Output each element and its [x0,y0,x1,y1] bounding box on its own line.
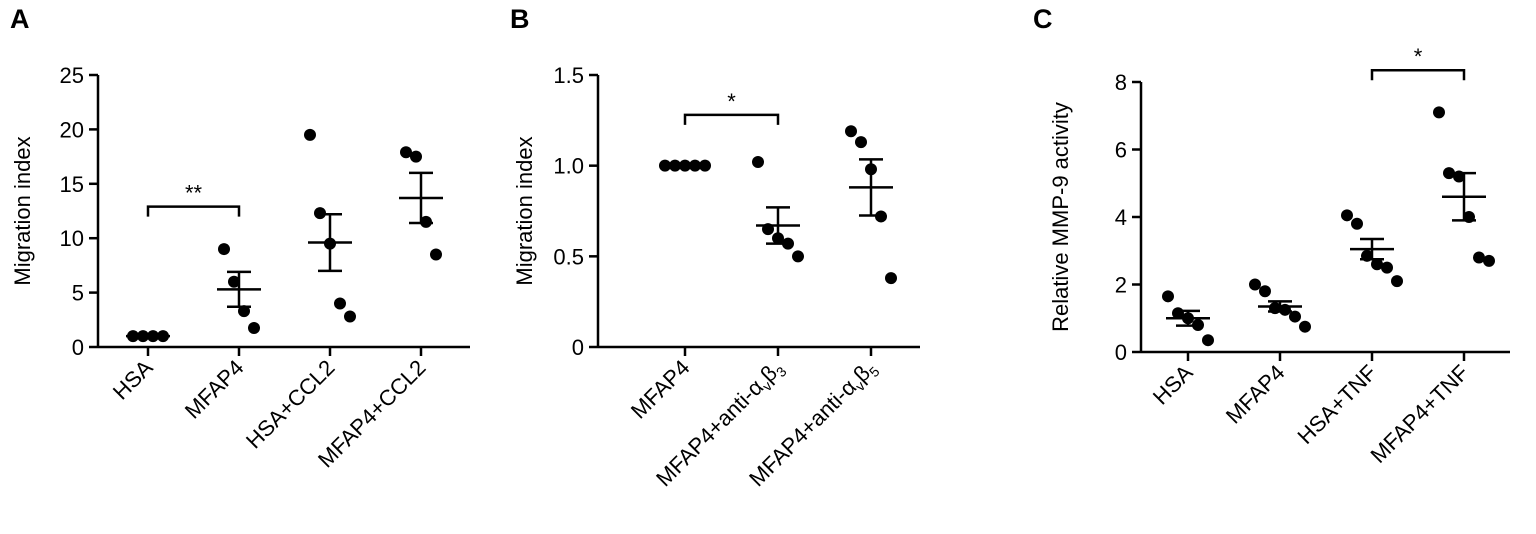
data-point [1443,167,1455,180]
data-point [400,146,412,159]
data-point [410,150,422,163]
significance-bracket [146,205,241,217]
data-point [1381,261,1393,274]
label-part: MFAP4 [1221,360,1290,429]
panel-label: A [10,4,30,34]
data-point [334,297,346,310]
data-point [1202,334,1214,347]
y-tick-label: 0 [1115,340,1127,365]
data-point [1391,275,1403,288]
x-tick-label: MFAP4 [626,355,695,424]
y-tick-label: 0 [72,335,84,360]
y-tick-label: 15 [60,172,84,197]
y-tick-label: 10 [60,226,84,251]
data-point [218,243,230,256]
data-point [304,128,316,141]
label-part: HSA [1148,360,1198,410]
y-axis-label: Migration index [10,136,35,285]
y-tick-label: 1.0 [553,154,584,179]
data-point [1162,290,1174,303]
y-tick-label: 25 [60,63,84,88]
label-part: HSA+TNF [1293,360,1382,449]
data-point [248,321,260,334]
data-point [1433,106,1445,119]
y-axis-label: Migration index [512,136,537,285]
y-tick-label: 1.5 [553,63,584,88]
y-tick-label: 0 [572,335,584,360]
significance-label: * [1414,44,1423,69]
x-tick-label: MFAP4+TNF [1366,360,1474,468]
label-part: HSA+CCL2 [241,355,340,454]
y-tick-label: 0.5 [553,244,584,269]
data-point [344,310,356,323]
y-tick-label: 6 [1115,138,1127,163]
x-tick-label: HSA [108,355,158,405]
panel-label: B [510,4,530,34]
data-point [1299,320,1311,333]
data-point [1341,209,1353,222]
data-point [1259,285,1271,298]
y-tick-label: 2 [1115,273,1127,298]
label-part: MFAP4+TNF [1366,360,1474,468]
data-point [752,156,764,169]
significance-label: ** [185,181,203,206]
data-point [1249,278,1261,291]
x-tick-label: HSA+CCL2 [241,355,340,454]
label-part: HSA [108,355,158,405]
data-point [1371,258,1383,271]
significance-bracket [683,113,780,125]
label-part: MFAP4 [180,355,249,424]
data-point [885,272,897,285]
data-point [228,275,240,288]
data-point [430,248,442,261]
data-point [238,305,250,318]
data-point [845,125,857,138]
panel-label: C [1033,4,1053,34]
significance-label: * [727,89,736,114]
data-point [792,250,804,263]
data-point [1473,251,1485,264]
label-part: MFAP4 [626,355,695,424]
significance-bracket [1370,68,1466,81]
x-tick-label: HSA+TNF [1293,360,1382,449]
y-tick-label: 5 [72,281,84,306]
x-tick-label: HSA [1148,360,1198,410]
x-tick-label: MFAP4 [1221,360,1290,429]
x-tick-label: MFAP4 [180,355,249,424]
data-point [1483,254,1495,267]
data-point [1351,217,1363,230]
y-tick-label: 20 [60,117,84,142]
data-point [1289,310,1301,323]
data-point [855,136,867,149]
y-tick-label: 8 [1115,70,1127,95]
y-axis-label: Relative MMP-9 activity [1048,102,1073,332]
y-tick-label: 4 [1115,205,1127,230]
